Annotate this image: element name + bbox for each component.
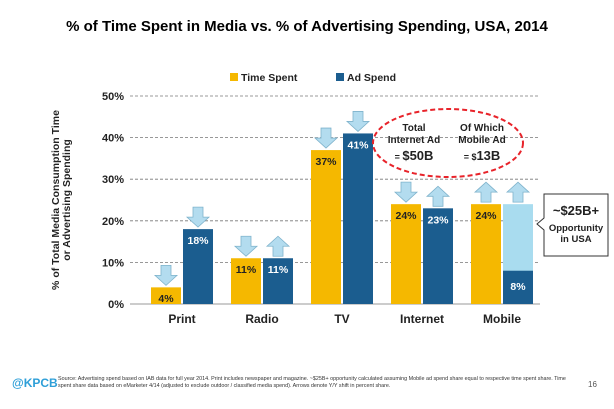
page-number: 16 [588,380,597,389]
arrow-up-icon [473,181,499,203]
opportunity-text: Opportunity [549,223,604,234]
bar-label-ad-spend: 8% [510,281,526,293]
legend-swatch [336,73,344,81]
arrow-up-icon [505,181,531,203]
opportunity-text: in USA [560,234,591,245]
y-tick-label: 20% [102,216,124,228]
bar-ad-spend [343,133,373,304]
arrow-up-icon [425,185,451,207]
bars [151,133,533,304]
bar-label-time-spent: 4% [158,293,174,305]
x-tick-label: Radio [245,312,278,326]
y-tick-label: 40% [102,133,124,145]
bar-time-spent [151,287,181,304]
legend-label: Ad Spend [347,72,396,84]
bar-time-spent [311,150,341,304]
callout-value: = $13B [464,148,501,163]
bar-time-spent [391,204,421,304]
y-tick-label: 30% [102,174,124,186]
x-tick-label: Internet [400,312,444,326]
x-axis-labels: Print Radio TV Internet Mobile [168,312,521,326]
bar-label-time-spent: 37% [315,156,337,168]
x-tick-label: TV [334,312,349,326]
legend-label: Time Spent [241,72,298,84]
opportunity-callout-box [536,193,609,257]
bar-ad-spend [423,208,453,304]
callout-text: Total [402,123,425,134]
legend-swatch [230,73,238,81]
legend: Time Spent Ad Spend [230,72,396,84]
bar-time-spent [231,258,261,304]
bar-label-ad-spend: 18% [187,235,209,247]
x-tick-label: Print [168,312,195,326]
bar-label-ad-spend: 11% [268,264,289,276]
callout-ellipse [372,108,524,178]
chart-title: % of Time Spent in Media vs. % of Advert… [66,18,548,35]
bar-ad-spend [503,270,533,304]
bar-label-time-spent: 24% [475,210,497,222]
y-tick-label: 10% [102,257,124,269]
bar-label-time-spent: 24% [395,210,417,222]
arrow-up-icon [265,235,291,257]
arrow-down-icon [153,264,179,286]
y-axis-label-line: % of Total Media Consumption Time [50,110,62,290]
callout-value: = $50B [395,148,434,163]
arrow-down-icon [313,127,339,149]
opportunity-value: ~$25B+ [553,203,600,218]
source-note: Source: Advertising spend based on IAB d… [58,376,566,389]
y-axis-ticks: 0% 10% 20% 30% 40% 50% [102,91,124,311]
arrow-down-icon [185,206,211,228]
bar-labels: 4% 18% 11% 11% 37% 41% 24% 23% 24% 8% [158,139,526,305]
trend-arrows [153,111,531,286]
y-tick-label: 0% [108,299,124,311]
x-tick-label: Mobile [483,312,521,326]
bar-ad-spend [263,258,293,304]
bar-time-spent [471,204,501,304]
bar-label-time-spent: 11% [236,264,257,276]
callout-text: Of Which [460,123,504,134]
y-axis-label-line: or Advertising Spending [61,139,73,261]
callout-text: Mobile Ad [458,135,505,146]
arrow-down-icon [233,235,259,257]
brand-logo: @KPCB [12,376,58,390]
y-tick-label: 50% [102,91,124,103]
arrow-down-icon [345,111,371,132]
bar-label-ad-spend: 23% [427,214,449,226]
bar-ad-spend [183,229,213,304]
y-axis-label: % of Total Media Consumption Time or Adve… [50,110,73,290]
arrow-down-icon [393,181,419,203]
callout-text: Internet Ad [388,135,440,146]
bar-label-ad-spend: 41% [347,139,369,151]
